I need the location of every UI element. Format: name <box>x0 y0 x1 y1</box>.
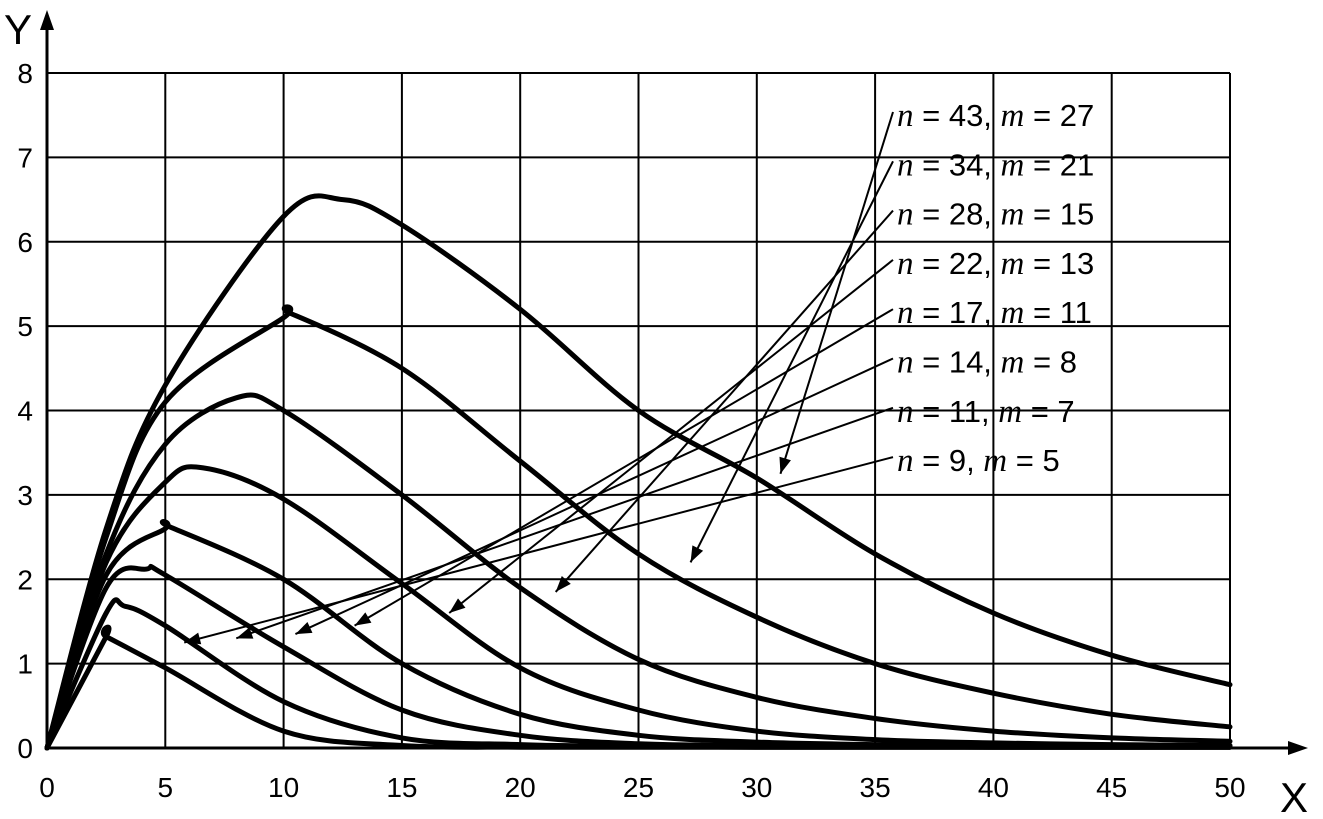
series-line <box>44 304 1233 751</box>
legend: n = 43, m = 27 n = 34, m = 21 n = 28, m = … <box>897 98 1094 479</box>
y-axis-arrow <box>40 10 54 30</box>
y-tick-label: 6 <box>17 227 33 258</box>
series-line <box>44 624 1233 751</box>
series-line <box>44 193 1233 751</box>
leader-line <box>779 111 894 475</box>
leader-arrowhead <box>690 545 704 563</box>
y-tick-label: 8 <box>17 58 33 89</box>
series-line <box>44 464 1233 751</box>
legend-entry: n = 34, m = 21 <box>897 147 1094 183</box>
legend-entry: n = 28, m = 15 <box>897 197 1094 233</box>
leader-line <box>295 357 894 636</box>
x-tick-label: 35 <box>860 772 891 803</box>
x-tick-label: 20 <box>505 772 536 803</box>
x-tick-label: 50 <box>1214 772 1245 803</box>
leader-arrowhead <box>184 632 202 645</box>
axes <box>40 10 1308 755</box>
x-tick-label: 0 <box>39 772 55 803</box>
y-tick-label: 5 <box>17 311 33 342</box>
x-axis-arrow <box>1288 741 1308 755</box>
leader-arrowhead <box>555 575 571 592</box>
leader-arrowhead <box>779 456 791 474</box>
y-tick-label: 1 <box>17 649 33 680</box>
legend-entry: n = 17, m = 11 <box>897 295 1092 331</box>
legend-entry: n = 43, m = 27 <box>897 98 1094 134</box>
legend-entry: n = 14, m = 8 <box>897 345 1077 381</box>
leader-line <box>448 259 894 614</box>
leader-arrowhead <box>354 612 372 626</box>
y-tick-label: 7 <box>17 142 33 173</box>
leader-line <box>554 209 894 593</box>
legend-leader-lines <box>183 111 894 645</box>
y-tick-label: 0 <box>17 733 33 764</box>
y-axis-label: Y <box>4 6 32 53</box>
leader-line <box>183 456 894 644</box>
leader-line <box>354 308 894 627</box>
x-axis-label: X <box>1280 774 1308 819</box>
x-tick-label: 40 <box>978 772 1009 803</box>
x-tick-label: 15 <box>386 772 417 803</box>
y-tick-label: 4 <box>17 396 33 427</box>
x-tick-label: 30 <box>741 772 772 803</box>
legend-entry: n = 11, m = 7 <box>897 394 1075 430</box>
leader-arrowhead <box>449 598 466 613</box>
legend-entry: n = 22, m = 13 <box>897 246 1094 282</box>
x-tick-label: 25 <box>623 772 654 803</box>
y-tick-label: 3 <box>17 480 33 511</box>
series-curves <box>44 193 1233 751</box>
legend-entry: n = 9, m = 5 <box>897 443 1060 479</box>
leader-arrowhead <box>236 627 254 639</box>
leader-arrowhead <box>295 621 313 635</box>
leader-line <box>689 160 894 563</box>
x-tick-label: 45 <box>1096 772 1127 803</box>
y-tick-label: 2 <box>17 564 33 595</box>
x-tick-label: 10 <box>268 772 299 803</box>
series-line <box>44 392 1233 751</box>
x-tick-label: 5 <box>158 772 174 803</box>
